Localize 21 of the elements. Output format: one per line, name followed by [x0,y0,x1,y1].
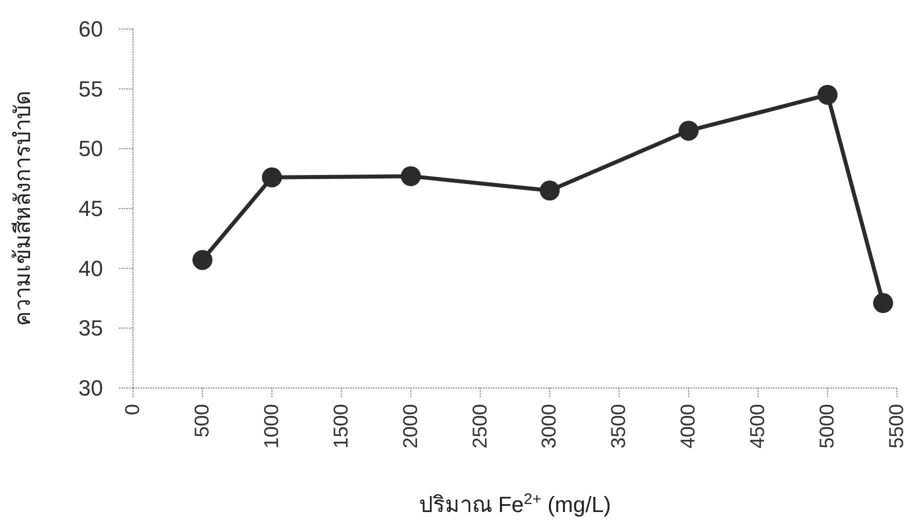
xtick: 0 [122,404,144,416]
xtick: 2000 [400,404,422,448]
xtick: 2500 [469,404,492,448]
xtick: 4000 [678,404,700,448]
ytick: 35 [78,316,103,341]
xtick: 4500 [747,404,770,448]
ytick: 55 [78,76,103,102]
xtick: 1500 [330,404,352,448]
ytick: 45 [78,196,103,221]
ytick: 30 [78,376,103,400]
xtick: 5500 [886,404,907,448]
xtick: 5000 [816,404,839,448]
ylabel: ความเข้มสีหลังการบำบัด [10,91,35,326]
ytick: 40 [78,256,103,281]
xtick: 500 [191,404,214,438]
ytick: 50 [78,136,103,162]
xtick: 3500 [608,404,630,448]
xlabel: ปริมาณ Fe$^{2+}$ (mg/L) [418,490,612,517]
xtick: 3000 [538,404,561,448]
xtick: 1000 [260,404,283,448]
ytick: 60 [78,16,103,42]
